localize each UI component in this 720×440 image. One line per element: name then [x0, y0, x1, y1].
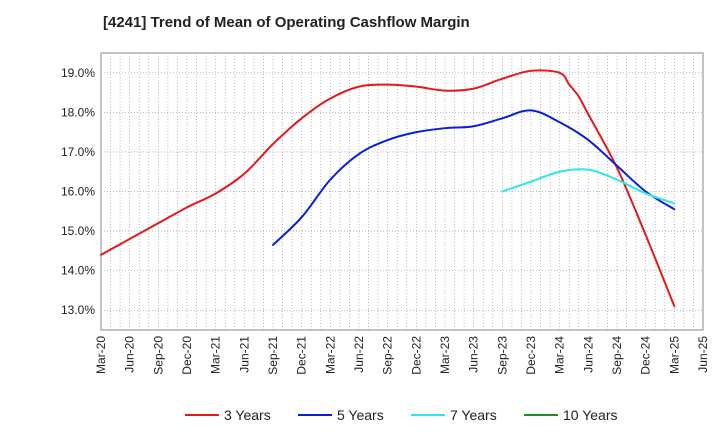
y-tick-label: 18.0% [61, 105, 95, 119]
legend-label-3-years: 3 Years [224, 407, 271, 423]
plot-area-frame [100, 52, 704, 331]
x-tick-label: Jun-25 [696, 336, 710, 373]
series-line-3-years [100, 69, 676, 308]
legend: 3 Years 5 Years 7 Years 10 Years [185, 407, 618, 423]
x-tick-label: Dec-20 [180, 336, 194, 375]
x-tick-label: Jun-21 [237, 336, 251, 373]
y-tick-label: 13.0% [61, 303, 95, 317]
axis-layer: 13.0% 14.0% 15.0% 16.0% 17.0% 18.0% 19.0% Mar-2… [61, 66, 710, 375]
series-layer [100, 69, 676, 308]
y-tick-label: 14.0% [61, 264, 95, 278]
grid-layer [101, 53, 703, 330]
y-tick-label: 16.0% [61, 185, 95, 199]
x-tick-label: Mar-23 [438, 336, 452, 374]
series-line-5-years [272, 109, 676, 246]
x-tick-label: Jun-23 [467, 336, 481, 373]
x-tick-label: Mar-21 [209, 336, 223, 374]
x-tick-label: Dec-23 [524, 336, 538, 375]
x-tick-label: Sep-23 [495, 336, 509, 375]
x-tick-label: Mar-25 [667, 336, 681, 374]
x-tick-label: Mar-22 [323, 336, 337, 374]
x-tick-label: Jun-24 [581, 336, 595, 373]
y-tick-label: 17.0% [61, 145, 95, 159]
x-tick-label: Dec-24 [639, 336, 653, 375]
x-tick-label: Mar-20 [94, 336, 108, 374]
chart-title: [4241] Trend of Mean of Operating Cashfl… [103, 14, 470, 31]
x-tick-label: Dec-21 [295, 336, 309, 375]
y-tick-label: 15.0% [61, 224, 95, 238]
x-tick-label: Sep-24 [610, 336, 624, 375]
series-line-7-years [501, 168, 676, 205]
x-tick-label: Jun-22 [352, 336, 366, 373]
legend-label-5-years: 5 Years [337, 407, 384, 423]
x-tick-label: Sep-20 [151, 336, 165, 375]
x-tick-label: Dec-22 [409, 336, 423, 375]
legend-label-10-years: 10 Years [563, 407, 618, 423]
x-tick-label: Sep-21 [266, 336, 280, 375]
x-tick-label: Mar-24 [553, 336, 567, 374]
legend-label-7-years: 7 Years [450, 407, 497, 423]
y-tick-label: 19.0% [61, 66, 95, 80]
x-tick-label: Jun-20 [123, 336, 137, 373]
x-tick-label: Sep-22 [381, 336, 395, 375]
